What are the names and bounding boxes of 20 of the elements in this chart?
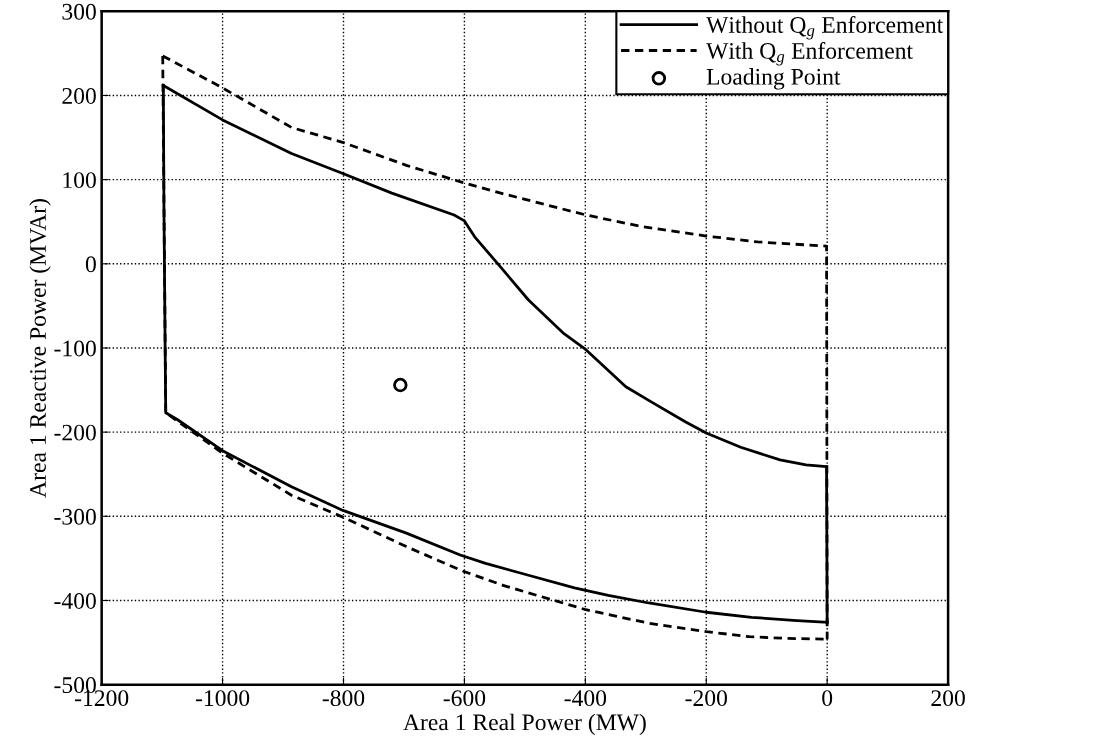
x-tick-label: -200: [685, 690, 727, 707]
x-tick-label: 200: [931, 690, 965, 707]
y-tick-label: 0: [85, 256, 96, 273]
x-tick-label: -800: [322, 690, 365, 707]
y-tick-label: -100: [54, 340, 96, 357]
legend-label: Without Q$_{g}$ Enforcement: [706, 16, 944, 40]
y-tick-label: 300: [62, 3, 96, 20]
y-tick-label: -200: [54, 424, 96, 441]
x-tick-label: -400: [564, 690, 607, 707]
y-tick-label: -300: [54, 508, 96, 525]
x-axis-title: Area 1 Real Power (MW): [403, 713, 646, 736]
y-tick-label: 100: [63, 172, 96, 189]
x-tick-label: -600: [443, 690, 486, 707]
legend-label: Loading Point: [706, 68, 841, 90]
x-tick-label: -1000: [195, 690, 250, 707]
x-tick-label: 0: [822, 690, 833, 707]
y-tick-label: -400: [54, 592, 96, 609]
y-tick-label: 200: [62, 87, 96, 104]
legend-label: With Q$_{g}$ Enforcement: [706, 42, 913, 66]
y-axis-title: Area 1 Reactive Power (MVAr): [29, 199, 51, 498]
